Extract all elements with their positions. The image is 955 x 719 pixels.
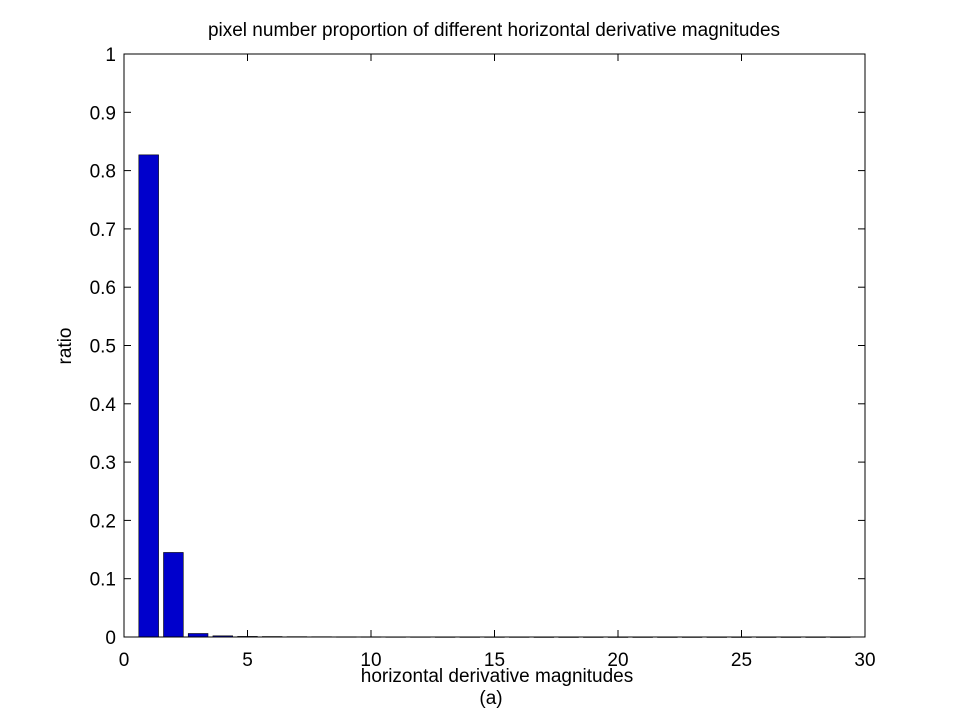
y-tick-label: 0.4: [90, 395, 117, 416]
x-tick-label: 15: [484, 650, 505, 671]
y-tick-label: 0.5: [90, 337, 116, 358]
x-tick-label: 10: [360, 650, 381, 671]
x-axis-label: horizontal derivative magnitudes: [361, 666, 634, 687]
y-tick-label: 0: [105, 628, 116, 649]
x-tick-label: 0: [119, 650, 130, 671]
y-tick-label: 0.8: [90, 162, 116, 183]
x-tick-label: 20: [607, 650, 628, 671]
y-tick-label: 0.9: [90, 103, 116, 124]
y-tick-label: 0.6: [90, 278, 116, 299]
bar-series: [138, 154, 851, 638]
y-tick-label: 1: [105, 45, 116, 66]
plot-frame: [123, 53, 866, 638]
y-tick-label: 0.7: [90, 220, 116, 241]
axis-ticks: 0 5 10 15 20 25 30 0 0.1 0.2 0.3 0.4 0.5 0.6 0.7 0.8 0.9…: [90, 45, 876, 671]
bar-1: [138, 154, 159, 638]
y-axis-label: ratio: [55, 328, 76, 365]
chart-title: pixel number proportion of different hor…: [208, 20, 780, 41]
x-tick-label: 25: [731, 650, 752, 671]
x-tick-label: 5: [242, 650, 253, 671]
y-tick-label: 0.1: [90, 570, 116, 591]
x-tick-label: 30: [854, 650, 875, 671]
figure-caption: (a): [479, 688, 502, 709]
y-tick-label: 0.2: [90, 511, 116, 532]
bar-2: [163, 552, 184, 638]
y-tick-label: 0.3: [90, 453, 116, 474]
bar-3: [187, 633, 209, 638]
